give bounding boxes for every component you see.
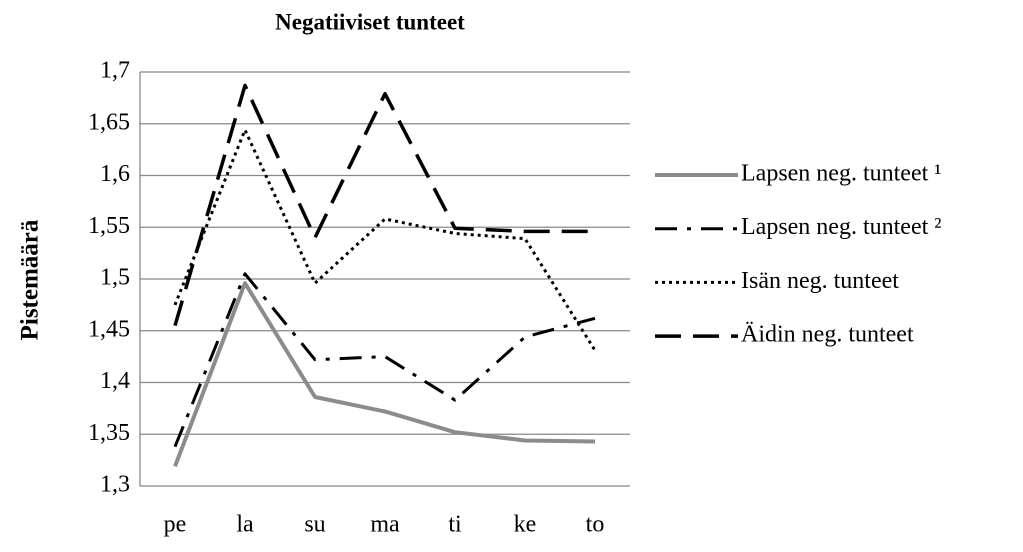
- series-line: [173, 281, 596, 468]
- y-tick-label: 1,3: [100, 472, 130, 498]
- series-line: [173, 83, 595, 327]
- x-tick-label: ti: [448, 512, 462, 538]
- legend-label: Lapsen neg. tunteet ¹: [741, 161, 941, 187]
- x-tick-label: to: [586, 512, 605, 538]
- legend-label: Lapsen neg. tunteet ²: [741, 214, 941, 240]
- y-tick-label: 1,45: [88, 316, 130, 342]
- x-tick-label: la: [236, 512, 254, 538]
- series-line: [173, 128, 597, 352]
- x-tick-label: pe: [164, 512, 187, 538]
- y-tick-label: 1,6: [100, 161, 130, 187]
- y-tick-label: 1,5: [100, 265, 130, 291]
- x-tick-label: ma: [370, 512, 400, 538]
- legend-label: Isän neg. tunteet: [741, 268, 899, 294]
- legend-label: Äidin neg. tunteet: [741, 322, 914, 348]
- y-tick-label: 1,4: [100, 368, 130, 394]
- y-tick-label: 1,35: [88, 420, 130, 446]
- series-line: [173, 272, 596, 448]
- y-tick-label: 1,7: [100, 58, 130, 84]
- y-tick-label: 1,55: [88, 213, 130, 239]
- chart-title: Negatiiviset tunteet: [275, 9, 465, 34]
- y-axis-title: Pistemäärä: [17, 219, 44, 340]
- y-tick-label: 1,65: [88, 109, 130, 135]
- x-tick-label: ke: [514, 512, 537, 538]
- x-tick-label: su: [304, 512, 325, 538]
